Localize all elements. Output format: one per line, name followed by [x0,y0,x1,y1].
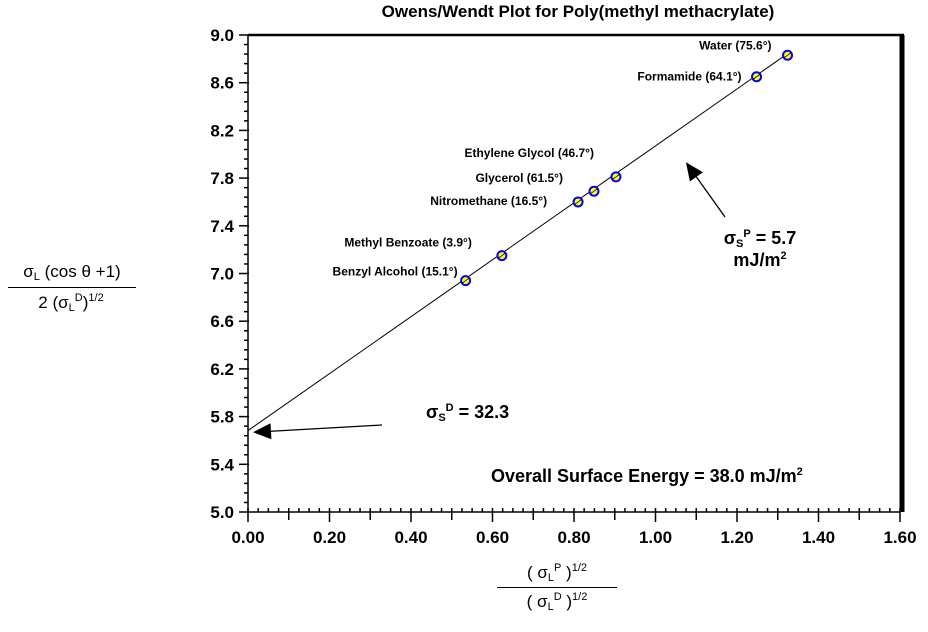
y-tick-label: 5.0 [210,503,234,522]
point-labels: Benzyl Alcohol (15.1°) Methyl Benzoate (3… [333,38,772,278]
chart-title: Owens/Wendt Plot for Poly(methyl methacr… [381,2,775,21]
y-tick-label: 5.8 [210,408,234,427]
x-tick-label: 1.20 [720,528,753,547]
x-tick-label: 1.60 [883,528,916,547]
x-tick-label: 0.60 [476,528,509,547]
data-point-line-through [752,73,761,80]
polar-arrow-head [685,162,703,182]
x-tick-label: 0.40 [394,528,427,547]
point-label: Nitromethane (16.5°) [430,194,547,208]
fit-line-group [247,51,791,431]
y-tick-label: 6.6 [210,312,234,331]
y-axis-label: σL (cos θ +1) 2 (σLD)1/2 [0,262,142,314]
data-point-line-through [783,52,792,59]
y-tick-label: 7.8 [210,169,234,188]
x-tick-label: 1.00 [639,528,672,547]
x-axis: 0.00 0.20 0.40 0.60 0.80 1.00 1.20 1.40 1.60 [231,508,917,547]
x-tick-label: 0.80 [557,528,590,547]
point-label: Formamide (64.1°) [637,70,741,84]
data-point-line-through [461,277,470,284]
x-axis-label-numerator: ( σLP )1/2 [497,562,617,588]
overall-surface-energy: Overall Surface Energy = 38.0 mJ/m2 [491,466,803,486]
x-axis-label-denominator: ( σLD )1/2 [526,591,588,613]
polar-arrow [685,162,726,218]
dispersive-arrow-head [253,423,272,440]
y-axis: 5.0 5.4 5.8 6.2 6.6 7.0 7.4 7.8 8.2 8.6 9.0 [210,26,249,522]
polar-arrow-shaft [695,176,726,218]
y-tick-label: 6.2 [210,360,234,379]
dispersive-annotation: σSD = 32.3 [426,402,510,424]
y-tick-label: 7.4 [210,217,234,236]
point-label: Ethylene Glycol (46.7°) [464,146,594,160]
point-label: Methyl Benzoate (3.9°) [344,236,472,250]
polar-annotation: σSP = 5.7 mJ/m2 [723,228,797,270]
dispersive-arrow [253,423,383,440]
y-tick-label: 7.0 [210,265,234,284]
x-tick-label: 1.40 [802,528,835,547]
x-tick-label: 0.20 [313,528,346,547]
data-point-line-through [590,188,598,195]
y-axis-label-denominator: 2 (σLD)1/2 [38,292,104,314]
point-label: Glycerol (61.5°) [475,171,563,185]
point-label: Benzyl Alcohol (15.1°) [333,265,458,279]
y-tick-label: 8.6 [210,74,234,93]
y-axis-label-numerator: σL (cos θ +1) [8,262,136,288]
point-label: Water (75.6°) [699,38,771,52]
annotation-arrows [253,162,726,440]
data-point-line-through [574,199,582,205]
y-tick-label: 5.4 [210,455,234,474]
y-tick-label: 8.2 [210,121,234,140]
x-tick-label: 0.00 [231,528,264,547]
x-axis-label: ( σLP )1/2 ( σLD )1/2 [497,562,617,613]
y-tick-label: 9.0 [210,26,234,45]
data-point-line-through [612,174,620,180]
fit-line [247,51,791,431]
data-points [460,49,794,287]
data-point-line-through [498,252,506,259]
dispersive-arrow-shaft [270,424,383,432]
